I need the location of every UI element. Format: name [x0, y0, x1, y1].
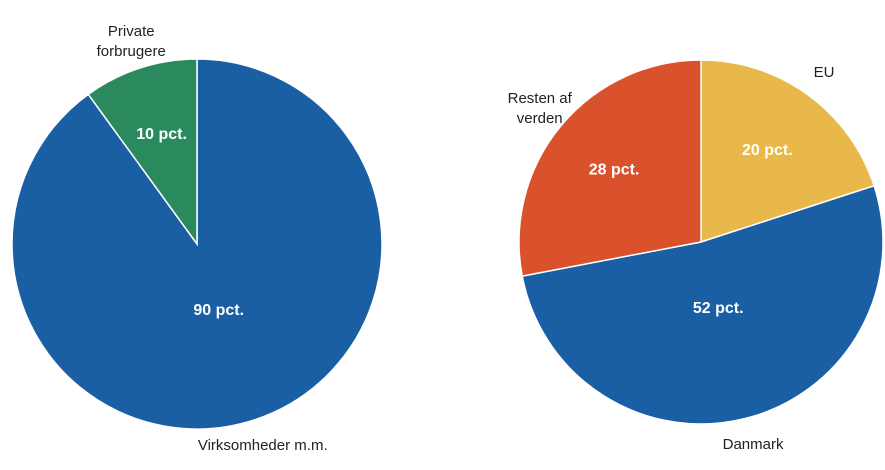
pie-slice: [87, 58, 198, 247]
category-label: Virksomheder m.m.: [197, 437, 328, 455]
value-label: 52 pct.: [693, 300, 744, 317]
value-label: 28 pct.: [589, 161, 640, 178]
category-label: Private forbrugere: [96, 22, 166, 60]
category-label: EU: [813, 63, 835, 81]
value-label: 90 pct.: [193, 302, 244, 319]
pie-slice: [518, 59, 702, 277]
value-label: 10 pct.: [136, 126, 187, 143]
value-label: 20 pct.: [742, 142, 793, 159]
pie-slice: [700, 59, 876, 244]
category-label: Danmark: [722, 435, 784, 453]
category-label: Resten af verden: [507, 89, 572, 127]
pie-slice: [521, 184, 884, 425]
